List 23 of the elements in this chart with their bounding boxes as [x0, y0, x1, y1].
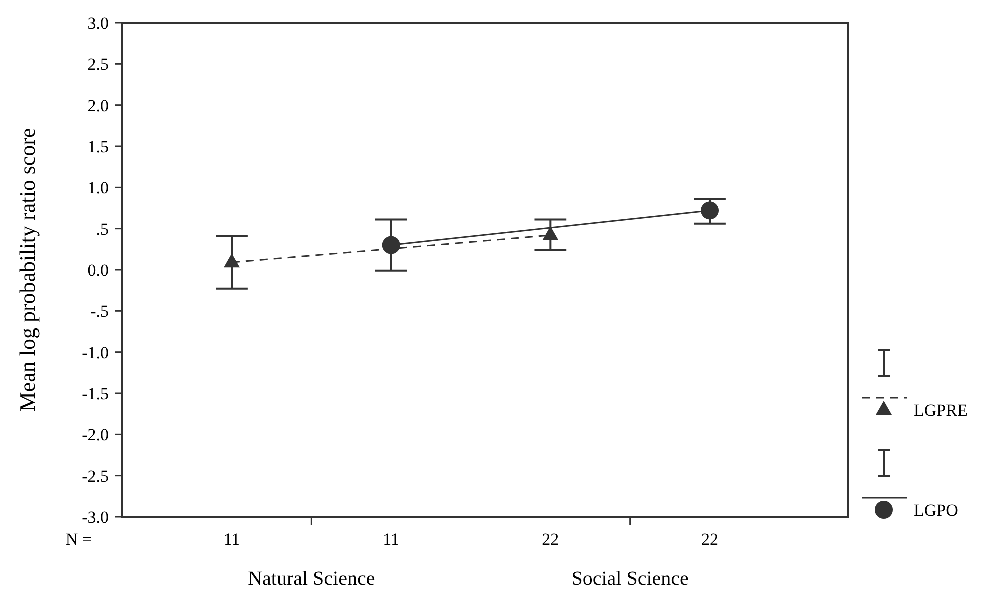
y-tick-label: 1.5	[88, 137, 109, 156]
text: Natural Science	[248, 568, 376, 590]
text: N =	[66, 530, 92, 549]
y-tick-label: 2.5	[88, 55, 109, 74]
y-tick-label: .5	[96, 220, 109, 239]
y-tick-label: -1.0	[82, 343, 109, 362]
text: Social Science	[572, 568, 690, 590]
y-tick-label: -.5	[90, 302, 109, 322]
x-tick-label: 22	[542, 530, 560, 549]
x-tick-label: 22	[702, 530, 718, 549]
y-tick-label: 1.0	[88, 178, 109, 198]
y-tick-label: -2.5	[82, 466, 109, 486]
legend-label: LGPO	[914, 501, 958, 520]
x-tick-label: 11	[383, 530, 400, 549]
y-axis-title: Mean log probability ratio score	[15, 128, 40, 412]
x-tick-label: 11	[224, 530, 240, 549]
y-tick-label: -1.5	[82, 384, 109, 404]
y-tick-label: 3.0	[88, 14, 109, 33]
y-tick-label: 2.0	[88, 96, 109, 116]
y-tick-label: -3.0	[82, 508, 109, 527]
legend-label: LGPRE	[914, 401, 968, 420]
y-tick-label: 0.0	[88, 260, 109, 280]
y-tick-label: -2.0	[82, 426, 109, 445]
